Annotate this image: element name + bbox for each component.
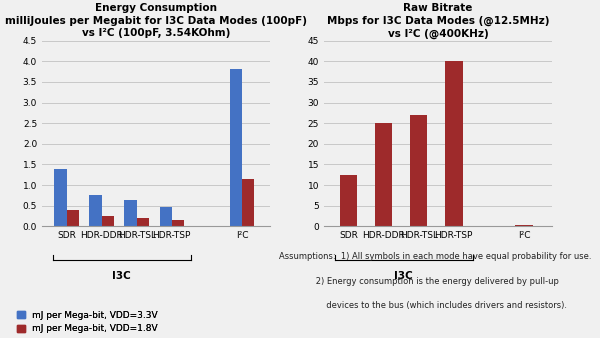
Bar xyxy=(375,123,392,226)
Text: devices to the bus (which includes drivers and resistors).: devices to the bus (which includes drive… xyxy=(279,301,567,310)
Bar xyxy=(340,175,358,226)
Bar xyxy=(160,207,172,226)
Legend: mJ per Mega-bit, VDD=3.3V, mJ per Mega-bit, VDD=1.8V: mJ per Mega-bit, VDD=3.3V, mJ per Mega-b… xyxy=(17,311,157,334)
Bar xyxy=(89,195,101,226)
Bar xyxy=(230,70,242,226)
Bar xyxy=(137,218,149,226)
Legend: mJ per Mega-bit, VDD=3.3V, mJ per Mega-bit, VDD=1.8V: mJ per Mega-bit, VDD=3.3V, mJ per Mega-b… xyxy=(17,311,157,334)
Bar xyxy=(67,210,79,226)
Title: Energy Consumption
milliJoules per Megabit for I3C Data Modes (100pF)
vs I²C (10: Energy Consumption milliJoules per Megab… xyxy=(5,3,307,39)
Text: Assumptions:  1) All symbols in each mode have equal probability for use.: Assumptions: 1) All symbols in each mode… xyxy=(279,252,592,261)
Bar xyxy=(515,225,533,226)
Title: Raw Bitrate
Mbps for I3C Data Modes (@12.5MHz)
vs I²C (@400KHz): Raw Bitrate Mbps for I3C Data Modes (@12… xyxy=(327,2,549,39)
Text: I3C: I3C xyxy=(394,271,413,281)
Bar xyxy=(101,216,114,226)
Bar xyxy=(445,61,463,226)
Bar xyxy=(242,179,254,226)
Bar xyxy=(124,200,137,226)
Text: I3C: I3C xyxy=(112,271,131,281)
Bar xyxy=(172,220,184,226)
Text: 2) Energy consumption is the energy delivered by pull-up: 2) Energy consumption is the energy deli… xyxy=(279,277,559,286)
Bar xyxy=(54,169,67,226)
Bar xyxy=(410,115,427,226)
